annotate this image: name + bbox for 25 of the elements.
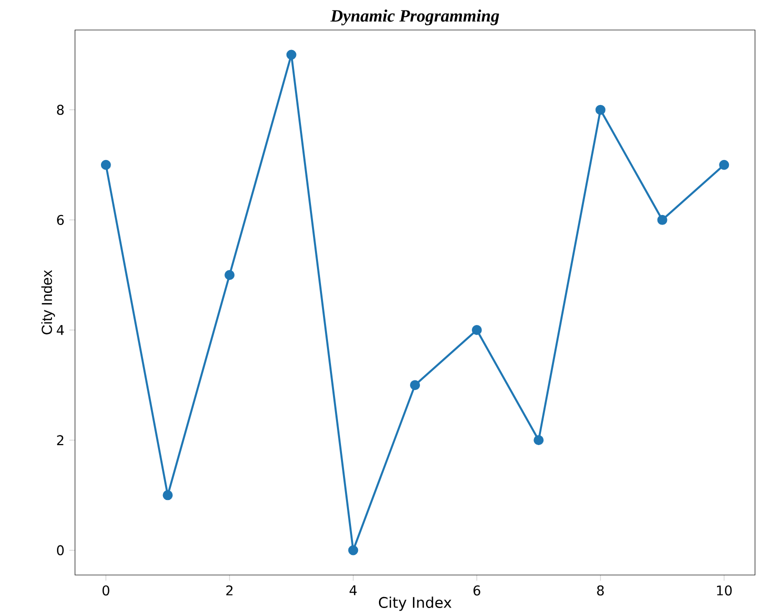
y-tick-label: 8 (57, 104, 64, 115)
y-tick-label: 0 (56, 545, 64, 556)
point (286, 50, 296, 60)
y-tick-label: 4 (56, 325, 64, 335)
y-tick-label: 6 (57, 214, 64, 225)
x-tick-label: 0 (102, 585, 110, 596)
point (719, 160, 730, 170)
point (595, 104, 606, 115)
point (100, 160, 111, 170)
x-tick-label: 8 (597, 585, 604, 596)
point (472, 325, 482, 336)
x-tick-label: 10 (717, 585, 732, 596)
chart-title: Dynamic Programming (330, 10, 500, 26)
point (224, 270, 235, 280)
point (534, 435, 544, 446)
x-tick-label: 6 (474, 585, 480, 596)
x-axis-title: City Index (378, 596, 452, 611)
y-axis-title: City Index (41, 270, 55, 334)
y-tick-label: 2 (57, 435, 64, 446)
point (348, 545, 358, 556)
x-tick-label: 2 (226, 585, 232, 596)
point (162, 490, 173, 500)
x-tick-label: 4 (350, 585, 357, 596)
point (657, 214, 668, 225)
point (410, 380, 420, 390)
